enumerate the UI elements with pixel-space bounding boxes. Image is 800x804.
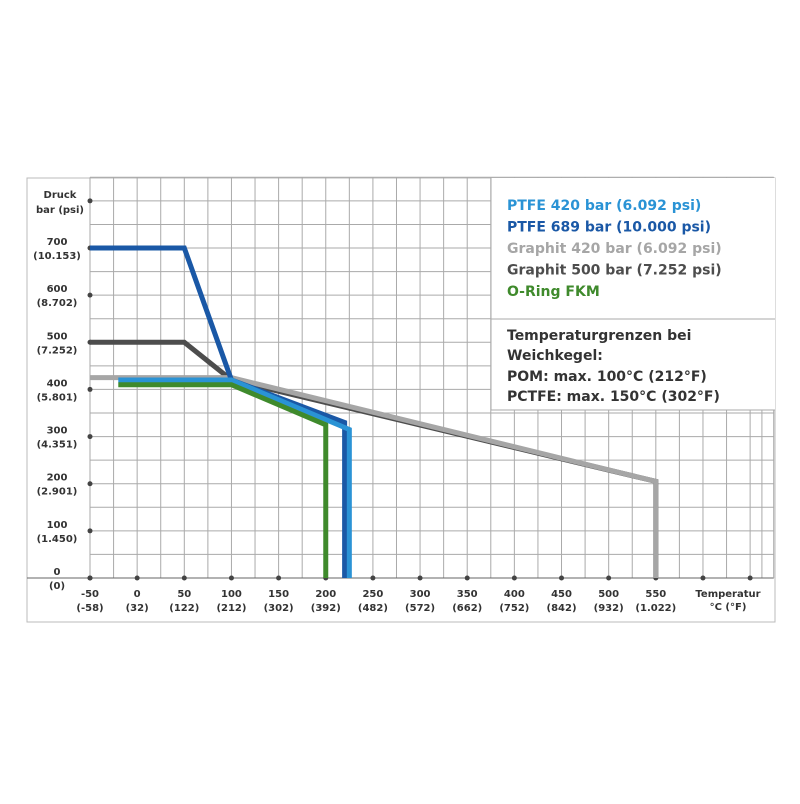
legend-entry: PTFE 689 bar (10.000 psi) bbox=[507, 220, 711, 236]
y-tick-label: 100 bbox=[47, 520, 68, 531]
x-tick-mark bbox=[559, 575, 565, 581]
x-tick-mark bbox=[511, 575, 517, 581]
x-tick-f-label: (302) bbox=[264, 603, 294, 614]
x-tick-f-label: (932) bbox=[594, 603, 624, 614]
x-tick-mark bbox=[228, 575, 234, 581]
x-tick-mark bbox=[370, 575, 376, 581]
x-tick-f-label: (-58) bbox=[76, 603, 103, 614]
x-tick-f-label: (32) bbox=[126, 603, 149, 614]
x-tick-mark bbox=[464, 575, 470, 581]
y-tick-label: 300 bbox=[47, 426, 68, 437]
annotation: Temperaturgrenzen bei bbox=[507, 328, 691, 344]
y-axis-unit: bar (psi) bbox=[36, 205, 84, 216]
x-axis-unit: °C (°F) bbox=[710, 602, 747, 613]
x-tick-f-label: (662) bbox=[452, 603, 482, 614]
y-tick-psi-label: (10.153) bbox=[33, 251, 81, 262]
y-tick-label: 0 bbox=[54, 567, 61, 578]
x-tick-f-label: (842) bbox=[547, 603, 577, 614]
annotation: Weichkegel: bbox=[507, 348, 603, 364]
x-axis-title: Temperatur bbox=[695, 589, 760, 600]
x-tick-f-label: (1.022) bbox=[635, 603, 676, 614]
x-tick-label: 100 bbox=[221, 589, 242, 600]
x-tick-label: 200 bbox=[315, 589, 336, 600]
series-line bbox=[118, 382, 329, 578]
x-tick-f-label: (122) bbox=[169, 603, 199, 614]
x-tick-mark bbox=[181, 575, 187, 581]
x-tick-label: 350 bbox=[457, 589, 478, 600]
x-tick-mark bbox=[747, 575, 753, 581]
y-tick-label: 200 bbox=[47, 473, 68, 484]
x-tick-label: 400 bbox=[504, 589, 525, 600]
x-tick-mark bbox=[417, 575, 423, 581]
x-tick-label: 150 bbox=[268, 589, 289, 600]
y-tick-mark bbox=[87, 434, 93, 440]
legend: PTFE 420 bar (6.092 psi) PTFE 689 bar (10… bbox=[507, 198, 722, 300]
y-tick-mark bbox=[87, 528, 93, 534]
x-tick-label: 550 bbox=[645, 589, 666, 600]
annotation: POM: max. 100°C (212°F) bbox=[507, 369, 707, 385]
y-tick-mark bbox=[87, 386, 93, 392]
legend-entry: PTFE 420 bar (6.092 psi) bbox=[507, 198, 701, 214]
legend-box bbox=[491, 178, 775, 410]
x-tick-mark bbox=[606, 575, 612, 581]
y-tick-label: 400 bbox=[47, 378, 68, 389]
x-tick-label: 50 bbox=[177, 589, 191, 600]
y-tick-label: 500 bbox=[47, 331, 68, 342]
x-tick-label: 300 bbox=[410, 589, 431, 600]
x-tick-label: 450 bbox=[551, 589, 572, 600]
legend-entry: Graphit 500 bar (7.252 psi) bbox=[507, 263, 722, 279]
x-tick-f-label: (212) bbox=[216, 603, 246, 614]
y-tick-mark bbox=[87, 198, 93, 204]
y-tick-psi-label: (8.702) bbox=[37, 298, 78, 309]
x-tick-mark bbox=[700, 575, 706, 581]
y-tick-psi-label: (2.901) bbox=[37, 487, 78, 498]
series-line bbox=[118, 377, 352, 578]
annotation: PCTFE: max. 150°C (302°F) bbox=[507, 389, 720, 405]
x-tick-label: 0 bbox=[134, 589, 141, 600]
y-tick-mark bbox=[87, 292, 93, 298]
x-tick-f-label: (392) bbox=[311, 603, 341, 614]
y-tick-label: 700 bbox=[47, 237, 68, 248]
x-tick-f-label: (482) bbox=[358, 603, 388, 614]
y-tick-psi-label: (5.801) bbox=[37, 392, 78, 403]
x-tick-mark bbox=[276, 575, 282, 581]
x-tick-f-label: (752) bbox=[499, 603, 529, 614]
y-tick-mark bbox=[87, 481, 93, 487]
legend-entry: O-Ring FKM bbox=[507, 284, 600, 300]
y-tick-label: 600 bbox=[47, 284, 68, 295]
y-tick-psi-label: (1.450) bbox=[37, 534, 78, 545]
y-axis-title: Druck bbox=[44, 190, 77, 201]
x-tick-label: -50 bbox=[81, 589, 99, 600]
x-tick-label: 500 bbox=[598, 589, 619, 600]
x-tick-mark bbox=[87, 575, 93, 581]
x-tick-f-label: (572) bbox=[405, 603, 435, 614]
x-tick-mark bbox=[134, 575, 140, 581]
legend-entry: Graphit 420 bar (6.092 psi) bbox=[507, 241, 722, 257]
x-tick-label: 250 bbox=[362, 589, 383, 600]
y-tick-psi-label: (0) bbox=[49, 581, 65, 592]
y-tick-psi-label: (7.252) bbox=[37, 345, 78, 356]
y-tick-psi-label: (4.351) bbox=[37, 440, 78, 451]
